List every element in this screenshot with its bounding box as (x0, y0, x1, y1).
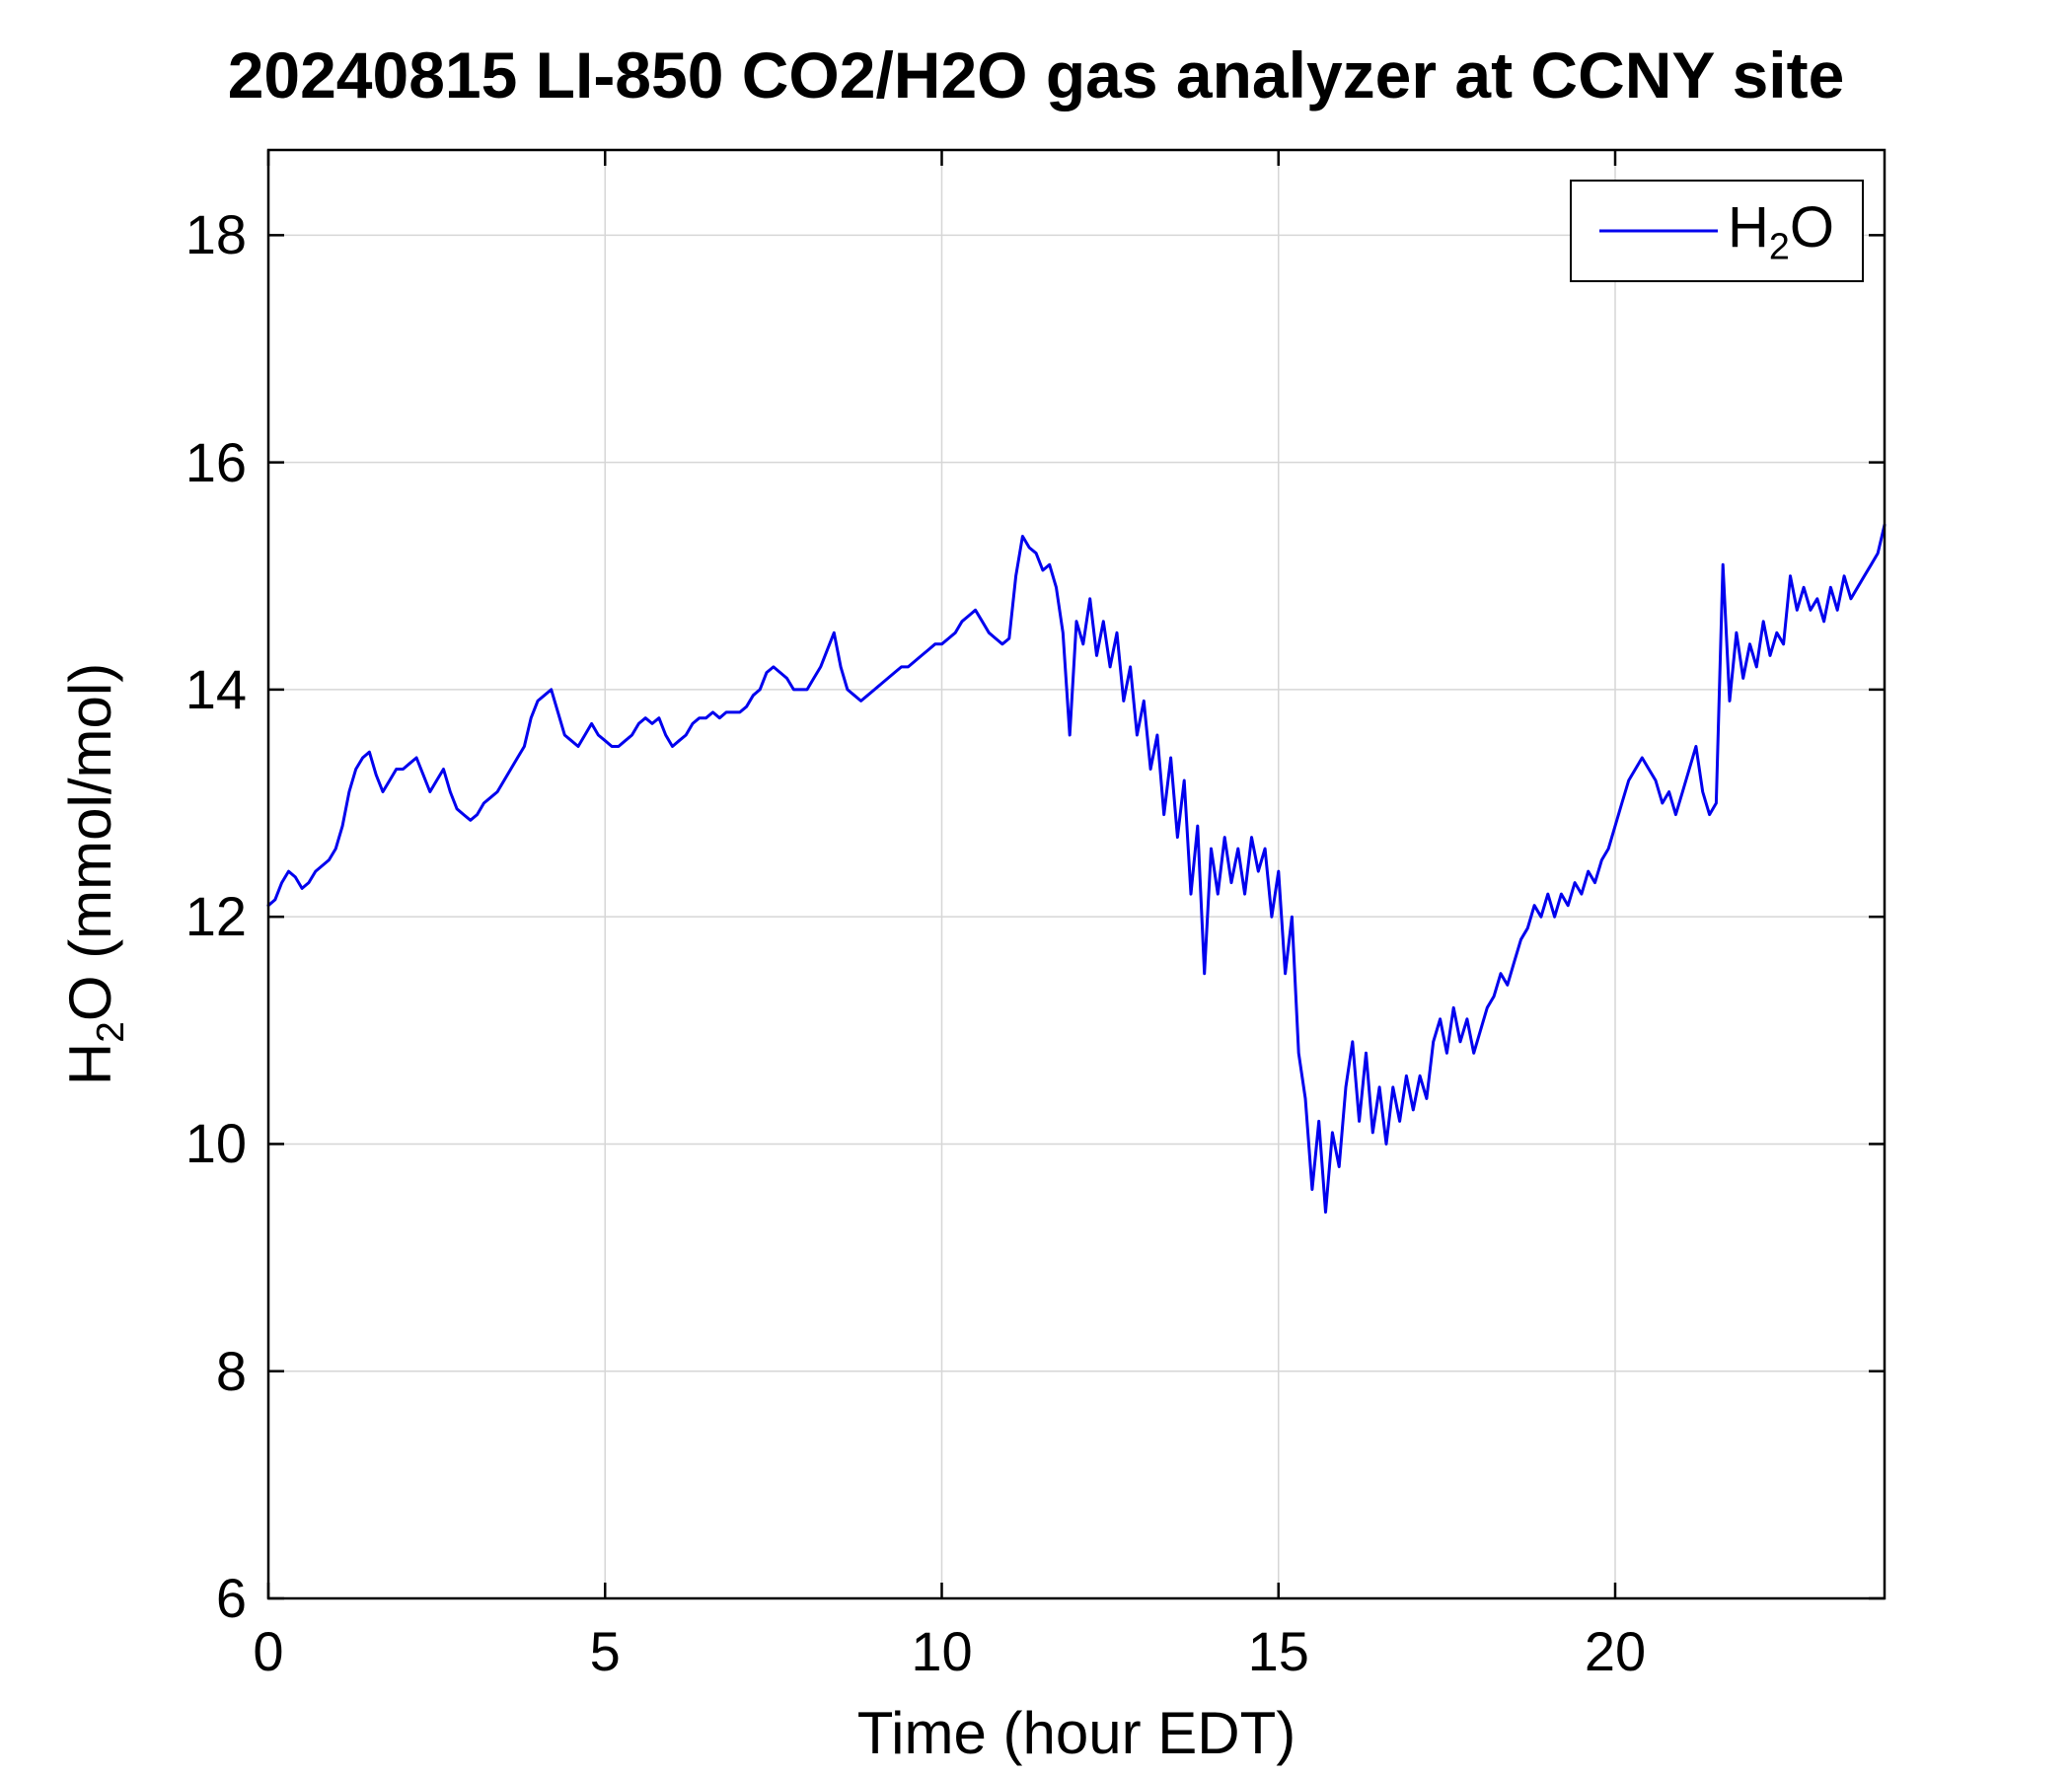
y-tick-label: 12 (185, 885, 247, 948)
chart-title: 20240815 LI-850 CO2/H2O gas analyzer at … (227, 38, 1845, 111)
x-tick-label: 10 (911, 1620, 973, 1682)
legend-label: H2O (1728, 194, 1834, 267)
y-tick-label: 14 (185, 657, 247, 720)
y-axis-label: H2O (mmol/mol) (57, 662, 132, 1086)
chart-line (266, 523, 1887, 1214)
x-tick-label: 0 (253, 1620, 284, 1682)
legend: H2O (1570, 180, 1864, 282)
x-tick-label: 20 (1584, 1620, 1647, 1682)
legend-line-sample (1599, 229, 1718, 233)
y-tick-label: 16 (185, 430, 247, 493)
y-tick-label: 10 (185, 1112, 247, 1175)
y-tick-label: 8 (215, 1339, 247, 1402)
x-axis-label: Time (hour EDT) (856, 1700, 1296, 1766)
y-tick-label: 6 (215, 1567, 247, 1629)
x-tick-label: 15 (1247, 1620, 1309, 1682)
x-tick-label: 5 (589, 1620, 621, 1682)
y-tick-label: 18 (185, 203, 247, 266)
axes-box (266, 148, 1887, 1600)
